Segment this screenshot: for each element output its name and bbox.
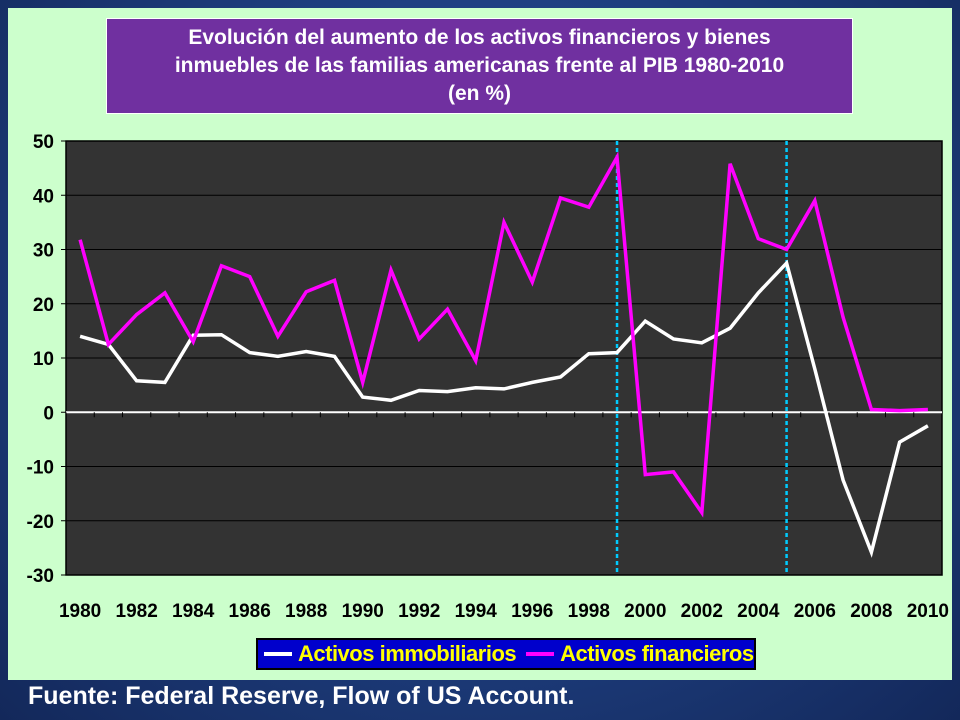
y-tick-label: 50 [33, 132, 54, 153]
y-tick-label: -30 [27, 566, 54, 587]
x-tick-label: 1986 [229, 601, 271, 622]
legend-entry-financieros: Activos financieros [526, 641, 754, 667]
x-tick-label: 2008 [850, 601, 892, 622]
legend-label-financieros: Activos financieros [560, 641, 754, 666]
y-tick-label: 30 [33, 241, 54, 262]
y-tick-label: 0 [43, 403, 54, 424]
x-tick-label: 1980 [59, 601, 101, 622]
y-tick-label: -20 [27, 512, 54, 533]
x-tick-label: 2002 [681, 601, 723, 622]
source-note: Fuente: Federal Reserve, Flow of US Acco… [28, 682, 575, 710]
legend-swatch-inmobiliarios [264, 652, 292, 656]
x-tick-label: 1990 [342, 601, 384, 622]
x-tick-label: 2000 [624, 601, 666, 622]
y-tick-label: -10 [27, 458, 54, 479]
x-tick-label: 1984 [172, 601, 215, 622]
vertical-markers [615, 141, 788, 575]
legend: Activos immobiliarios Activos financiero… [256, 638, 756, 670]
x-tick-label: 2004 [737, 601, 780, 622]
x-tick-labels: 1980 1982 1984 1986 1988 1990 1992 1994 1996 1998… [59, 601, 949, 622]
series-line-inmobiliarios [79, 259, 929, 558]
legend-entry-inmobiliarios: Activos immobiliarios [264, 641, 517, 667]
legend-label-inmobiliarios: Activos immobiliarios [298, 641, 517, 666]
y-tick-labels: 50 40 30 20 10 0 -10 -20 -30 [27, 132, 54, 587]
x-tick-label: 1998 [568, 601, 610, 622]
y-tick-label: 10 [33, 349, 54, 370]
chart-title: Evolución del aumento de los activos fin… [106, 18, 853, 114]
series-lines [78, 151, 929, 558]
x-tick-label: 2006 [794, 601, 836, 622]
x-tick-label: 1988 [285, 601, 327, 622]
x-tick-label: 1994 [455, 601, 498, 622]
legend-swatch-financieros [526, 652, 555, 656]
x-tick-label: 1992 [398, 601, 440, 622]
y-tick-label: 40 [33, 186, 54, 207]
y-tick-label: 20 [33, 295, 54, 316]
x-tick-label: 1982 [116, 601, 158, 622]
x-tick-label: 1996 [511, 601, 553, 622]
series-line-financieros [78, 151, 928, 518]
x-tick-label: 2010 [907, 601, 949, 622]
